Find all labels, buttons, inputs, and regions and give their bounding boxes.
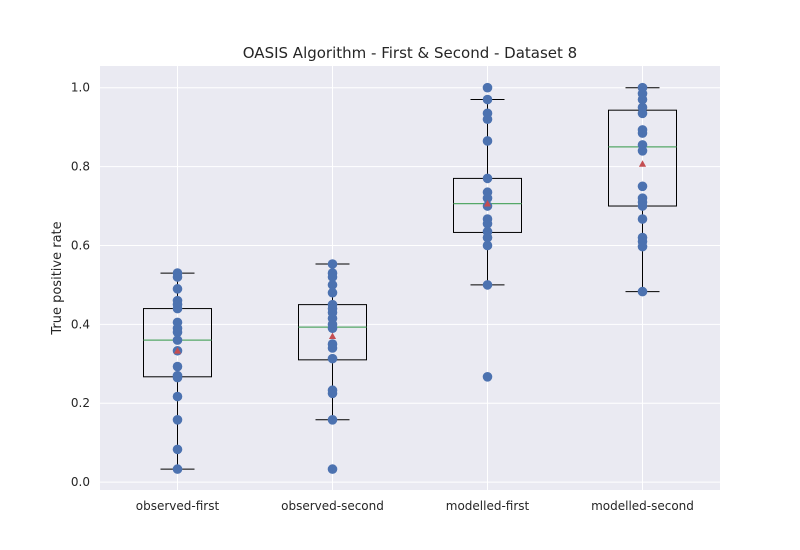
data-point: [327, 414, 338, 425]
data-point: [327, 280, 338, 290]
data-point: [482, 136, 493, 146]
data-point: [327, 343, 338, 353]
x-tick-label: observed-first: [136, 499, 220, 513]
y-axis-label: True positive rate: [50, 221, 65, 335]
data-point: [172, 372, 183, 383]
data-point: [482, 94, 493, 105]
data-point: [637, 241, 648, 252]
data-point: [172, 464, 183, 474]
y-tick-label: 0.4: [71, 317, 90, 331]
data-point: [172, 391, 183, 402]
x-tick-label: modelled-second: [591, 499, 694, 513]
data-point: [327, 259, 338, 269]
data-point: [172, 327, 183, 338]
plot-background: [100, 66, 720, 490]
data-point: [637, 214, 648, 224]
data-point: [637, 181, 648, 192]
mean-marker: [173, 347, 182, 354]
data-point: [482, 114, 493, 125]
data-point: [172, 444, 183, 455]
data-point: [172, 284, 183, 294]
mean-markers: [173, 160, 647, 354]
data-point: [482, 193, 493, 203]
data-point: [637, 286, 648, 297]
data-point: [172, 414, 183, 425]
data-point: [172, 272, 183, 282]
y-tick-label: 0.2: [71, 396, 90, 410]
data-point: [327, 272, 338, 282]
data-point: [482, 82, 493, 93]
data-point: [637, 201, 648, 211]
data-point: [172, 361, 183, 372]
data-point: [327, 287, 338, 298]
y-tick-label: 0.8: [71, 160, 90, 174]
y-tick-labels: 0.0 0.2 0.4 0.6 0.8 1.0: [71, 81, 90, 489]
data-point: [327, 388, 338, 399]
data-point: [172, 303, 183, 314]
data-point: [482, 218, 493, 229]
data-point: [482, 372, 493, 382]
data-point: [172, 335, 183, 345]
chart-title: OASIS Algorithm - First & Second - Datas…: [243, 44, 577, 62]
mean-marker: [328, 332, 337, 340]
data-point: [637, 146, 648, 156]
data-point: [327, 464, 338, 474]
x-tick-label: observed-second: [281, 499, 384, 513]
data-point: [482, 173, 493, 184]
x-tick-label: modelled-first: [446, 499, 530, 513]
y-tick-label: 0.6: [71, 238, 90, 252]
data-point: [482, 240, 493, 251]
x-tick-labels: observed-first observed-second modelled-fi…: [136, 499, 694, 513]
data-point: [637, 128, 648, 138]
data-point: [482, 280, 493, 290]
y-tick-label: 0.0: [71, 475, 90, 489]
data-point: [637, 94, 648, 105]
data-point: [327, 323, 338, 334]
mean-marker: [483, 200, 492, 207]
data-point: [327, 353, 338, 364]
data-points: [172, 82, 648, 474]
mean-marker: [638, 160, 647, 167]
data-point: [637, 108, 648, 119]
data-point: [482, 232, 493, 243]
y-tick-label: 1.0: [71, 81, 90, 95]
